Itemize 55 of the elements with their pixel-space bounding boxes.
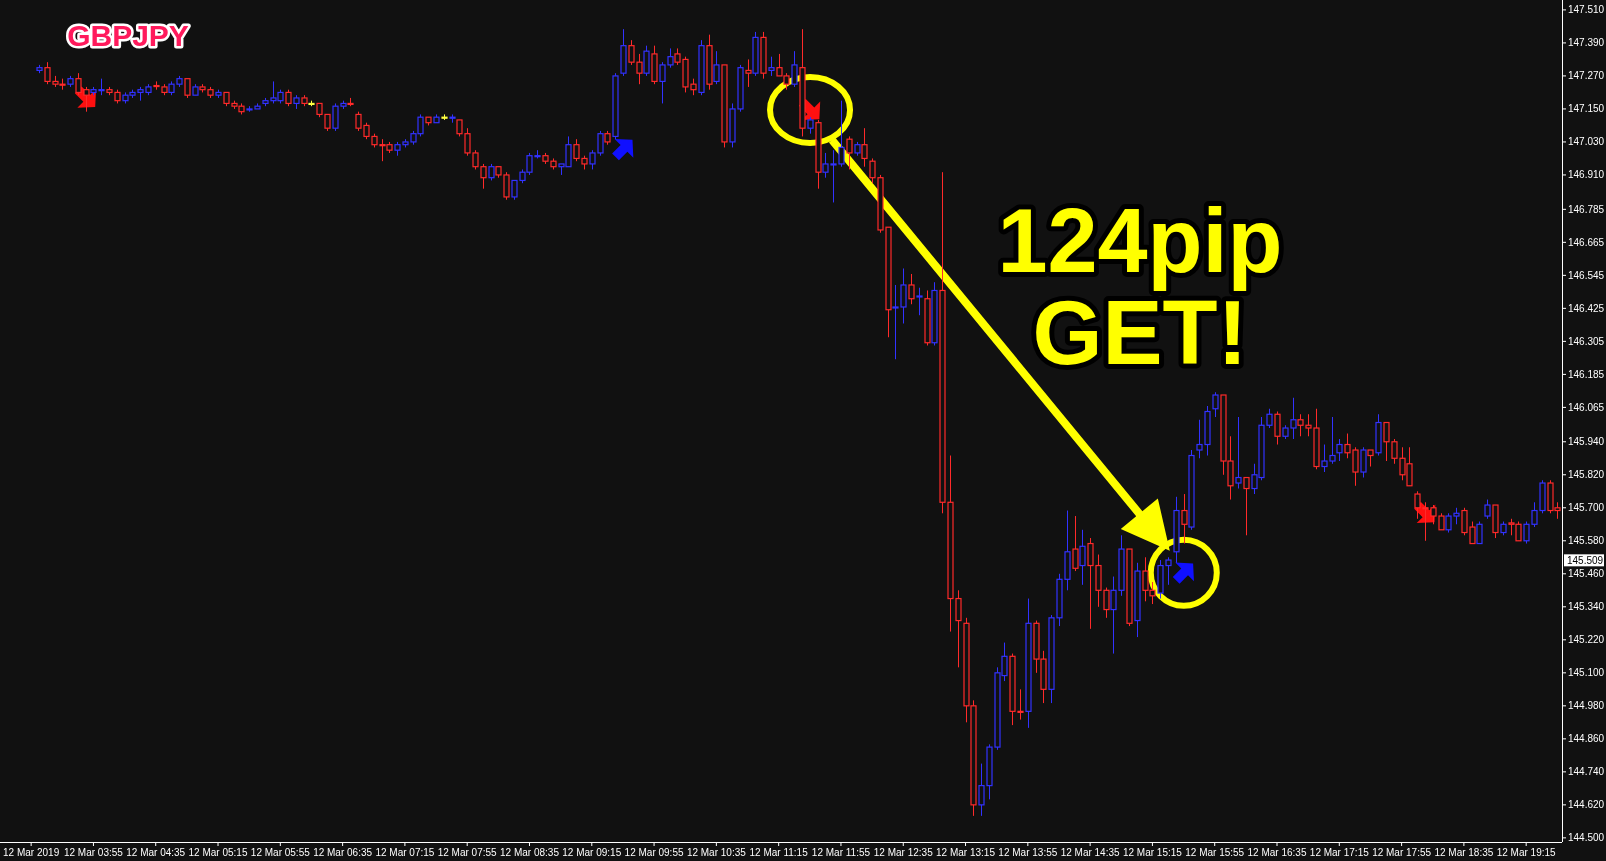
y-tick-label: 144.980: [1568, 700, 1605, 712]
y-tick-label: 144.740: [1568, 766, 1605, 778]
y-tick-label: 146.185: [1568, 368, 1605, 380]
y-tick-label: 147.390: [1568, 37, 1605, 49]
y-tick-label: 144.500: [1568, 832, 1605, 844]
text: GBPJPY: [67, 19, 189, 52]
x-tick-label: 12 Mar 11:15: [749, 847, 809, 858]
y-tick-label: 145.940: [1568, 436, 1605, 448]
y-tick-label: 147.150: [1568, 103, 1605, 115]
y-tick-label: 144.860: [1568, 733, 1605, 745]
x-tick-label: 12 Mar 11:55: [811, 847, 871, 858]
y-tick-label: 146.425: [1568, 302, 1605, 314]
y-tick-label: 146.665: [1568, 236, 1605, 248]
x-tick-label: 12 Mar 09:55: [624, 847, 684, 858]
y-tick-label: 147.030: [1568, 136, 1605, 148]
y-tick-label: 145.220: [1568, 634, 1605, 646]
y-tick-label: 146.910: [1568, 169, 1605, 181]
y-tick-label: 145.580: [1568, 535, 1605, 547]
x-tick-label: 12 Mar 18:35: [1434, 847, 1494, 858]
x-tick-label: 12 Mar 17:55: [1372, 847, 1432, 858]
x-tick-label: 12 Mar 10:35: [686, 847, 747, 858]
x-tick-label: 12 Mar 06:35: [313, 847, 373, 858]
x-tick-label: 12 Mar 2019: [3, 847, 60, 858]
x-tick-label: 12 Mar 03:55: [63, 847, 124, 858]
x-tick-label: 12 Mar 09:15: [562, 847, 622, 858]
y-tick-label: 145.340: [1568, 601, 1605, 613]
y-tick-label: 145.460: [1568, 568, 1605, 580]
x-tick-label: 12 Mar 05:55: [250, 847, 311, 858]
x-tick-label: 12 Mar 07:15: [375, 847, 435, 858]
x-tick-label: 12 Mar 14:35: [1060, 847, 1121, 858]
annotation: 145.509: [1567, 554, 1604, 566]
y-tick-label: 145.100: [1568, 667, 1605, 679]
y-tick-label: 147.270: [1568, 70, 1605, 82]
annotation: 124pip GET!: [997, 191, 1283, 383]
x-tick-label: 12 Mar 13:55: [998, 847, 1058, 858]
x-tick-label: 12 Mar 16:35: [1247, 847, 1307, 858]
x-tick-label: 12 Mar 07:55: [437, 847, 498, 858]
x-tick-label: 12 Mar 05:15: [188, 847, 248, 858]
y-tick-label: 144.620: [1568, 799, 1605, 811]
x-tick-label: 12 Mar 15:15: [1122, 847, 1183, 858]
x-tick-label: 12 Mar 19:15: [1496, 847, 1557, 858]
x-tick-label: 12 Mar 15:55: [1185, 847, 1245, 858]
y-tick-label: 145.700: [1568, 502, 1605, 514]
x-tick-label: 12 Mar 08:35: [500, 847, 560, 858]
y-tick-label: 146.545: [1568, 269, 1605, 281]
candlestick: [916, 287, 923, 316]
x-tick-label: 12 Mar 04:35: [126, 847, 186, 858]
y-tick-label: 147.510: [1568, 4, 1605, 16]
x-tick-label: 12 Mar 13:15: [936, 847, 996, 858]
y-tick-label: 145.820: [1568, 469, 1605, 481]
y-tick-label: 146.305: [1568, 335, 1605, 347]
x-tick-label: 12 Mar 12:35: [873, 847, 934, 858]
x-tick-label: 12 Mar 17:15: [1309, 847, 1370, 858]
y-tick-label: 146.065: [1568, 401, 1605, 413]
y-tick-label: 146.785: [1568, 203, 1605, 215]
